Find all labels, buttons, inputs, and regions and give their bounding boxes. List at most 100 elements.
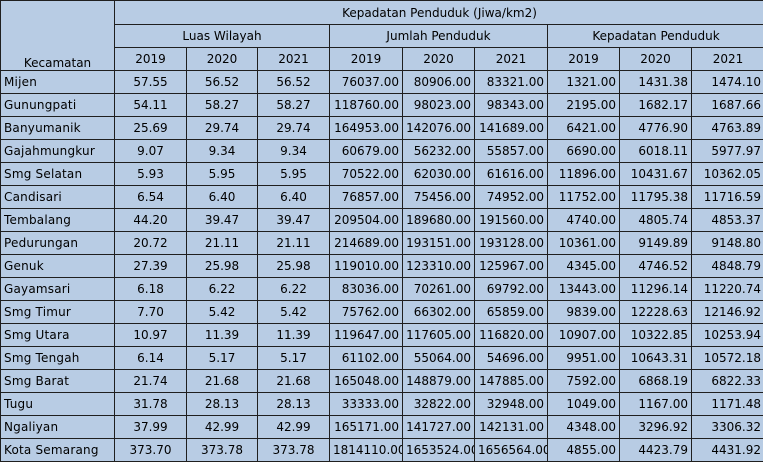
cell-jumlah-2020: 148879.00 [403,370,475,393]
cell-jumlah-2021: 125967.00 [475,255,548,278]
cell-kepadatan-2019: 6690.00 [548,140,620,163]
cell-jumlah-2019: 70522.00 [330,163,403,186]
cell-kepadatan-2020: 1167.00 [620,393,692,416]
year-header-row: 2019 2020 2021 2019 2020 2021 2019 2020 … [1,48,763,71]
cell-jumlah-2021: 147885.00 [475,370,548,393]
kecamatan-name: Genuk [1,255,115,278]
cell-kepadatan-2019: 11896.00 [548,163,620,186]
cell-luas-2021: 21.68 [258,370,330,393]
cell-kepadatan-2021: 1687.66 [692,94,763,117]
cell-kepadatan-2020: 4423.79 [620,439,692,462]
cell-luas-2020: 58.27 [187,94,258,117]
cell-jumlah-2019: 209504.00 [330,209,403,232]
cell-jumlah-2020: 32822.00 [403,393,475,416]
cell-luas-2019: 6.18 [115,278,187,301]
cell-luas-2021: 39.47 [258,209,330,232]
cell-kepadatan-2019: 1049.00 [548,393,620,416]
cell-jumlah-2021: 32948.00 [475,393,548,416]
cell-kepadatan-2020: 11296.14 [620,278,692,301]
cell-luas-2021: 28.13 [258,393,330,416]
cell-kepadatan-2019: 9951.00 [548,347,620,370]
cell-luas-2021: 42.99 [258,416,330,439]
year-header: 2021 [692,48,763,71]
cell-luas-2019: 54.11 [115,94,187,117]
cell-jumlah-2020: 66302.00 [403,301,475,324]
kecamatan-name: Smg Utara [1,324,115,347]
cell-jumlah-2021: 141689.00 [475,117,548,140]
cell-kepadatan-2019: 13443.00 [548,278,620,301]
cell-kepadatan-2021: 9148.80 [692,232,763,255]
cell-luas-2019: 21.74 [115,370,187,393]
kecamatan-name: Candisari [1,186,115,209]
cell-jumlah-2021: 55857.00 [475,140,548,163]
cell-kepadatan-2020: 6868.19 [620,370,692,393]
cell-kepadatan-2020: 4746.52 [620,255,692,278]
cell-kepadatan-2020: 4805.74 [620,209,692,232]
cell-luas-2019: 57.55 [115,71,187,94]
cell-kepadatan-2020: 4776.90 [620,117,692,140]
cell-kepadatan-2019: 7592.00 [548,370,620,393]
year-header: 2020 [403,48,475,71]
cell-luas-2020: 5.42 [187,301,258,324]
cell-kepadatan-2021: 5977.97 [692,140,763,163]
year-header: 2020 [187,48,258,71]
cell-jumlah-2020: 55064.00 [403,347,475,370]
kecamatan-name: Mijen [1,71,115,94]
kecamatan-header: Kecamatan [1,1,115,71]
cell-luas-2020: 9.34 [187,140,258,163]
cell-luas-2021: 373.78 [258,439,330,462]
cell-jumlah-2019: 76037.00 [330,71,403,94]
cell-jumlah-2021: 1656564.00 [475,439,548,462]
cell-kepadatan-2021: 4763.89 [692,117,763,140]
kecamatan-name: Ngaliyan [1,416,115,439]
cell-jumlah-2019: 164953.00 [330,117,403,140]
cell-kepadatan-2021: 10572.18 [692,347,763,370]
group-header-kepadatan: Kepadatan Penduduk [548,25,763,48]
cell-luas-2019: 6.14 [115,347,187,370]
cell-luas-2021: 6.22 [258,278,330,301]
cell-jumlah-2021: 83321.00 [475,71,548,94]
group-header-luas: Luas Wilayah [115,25,330,48]
cell-kepadatan-2019: 10361.00 [548,232,620,255]
cell-kepadatan-2019: 2195.00 [548,94,620,117]
year-header: 2021 [475,48,548,71]
cell-jumlah-2019: 33333.00 [330,393,403,416]
cell-jumlah-2020: 141727.00 [403,416,475,439]
cell-kepadatan-2021: 11716.59 [692,186,763,209]
cell-luas-2020: 21.11 [187,232,258,255]
cell-kepadatan-2020: 1431.38 [620,71,692,94]
cell-luas-2020: 11.39 [187,324,258,347]
cell-kepadatan-2021: 4431.92 [692,439,763,462]
cell-jumlah-2019: 119010.00 [330,255,403,278]
cell-luas-2020: 5.95 [187,163,258,186]
group-header-row: Luas Wilayah Jumlah Penduduk Kepadatan P… [1,25,763,48]
cell-jumlah-2020: 123310.00 [403,255,475,278]
cell-jumlah-2019: 165171.00 [330,416,403,439]
cell-luas-2020: 42.99 [187,416,258,439]
cell-luas-2020: 21.68 [187,370,258,393]
cell-luas-2019: 9.07 [115,140,187,163]
kecamatan-name: Pedurungan [1,232,115,255]
cell-jumlah-2019: 61102.00 [330,347,403,370]
year-header: 2020 [620,48,692,71]
cell-luas-2020: 56.52 [187,71,258,94]
cell-jumlah-2019: 165048.00 [330,370,403,393]
cell-kepadatan-2021: 6822.33 [692,370,763,393]
table-title: Kepadatan Penduduk (Jiwa/km2) [115,1,763,25]
cell-kepadatan-2021: 4848.79 [692,255,763,278]
cell-kepadatan-2021: 10253.94 [692,324,763,347]
cell-kepadatan-2021: 1474.10 [692,71,763,94]
cell-kepadatan-2019: 4345.00 [548,255,620,278]
cell-jumlah-2021: 142131.00 [475,416,548,439]
cell-luas-2020: 25.98 [187,255,258,278]
cell-kepadatan-2021: 12146.92 [692,301,763,324]
kecamatan-name: Gunungpati [1,94,115,117]
cell-luas-2019: 31.78 [115,393,187,416]
